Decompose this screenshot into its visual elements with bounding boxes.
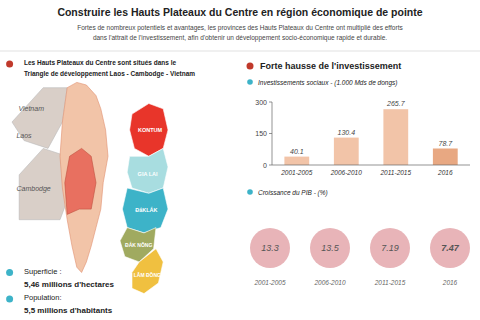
map-laos [12,88,67,149]
province-label: KONTUM [138,127,163,133]
y-tick-label: 300 [255,99,267,106]
bar [383,109,408,165]
bar [334,138,359,165]
province-label: LÂM ĐỒNG [134,272,161,278]
bullet [6,295,13,302]
circle [370,228,410,268]
stat-value: 5,46 millions d'hectares [24,280,114,289]
y-axis [272,102,273,165]
circle [250,228,290,268]
data-label: 13.3 [261,243,279,253]
bullet [247,79,253,85]
province-label: ĐắKLẮK [135,206,157,213]
bullet [6,269,13,276]
map-province [130,104,168,157]
y-tick [269,165,272,166]
data-label: 7.47 [441,243,460,253]
data-label: 7.19 [381,243,399,253]
bullet [6,60,13,67]
bullet [247,63,254,70]
country-label: Vietnam [18,105,44,112]
category-label: 2006-2010 [313,279,345,286]
province-label: ĐẮK NÔNG [125,241,152,248]
circle [430,228,470,268]
map-highlands [65,148,96,214]
page: Construire les Hauts Plateaux du Centre … [0,0,480,320]
section-heading: Forte hausse de l'investissement [260,61,401,71]
x-tick-label: 2011-2015 [379,169,411,176]
stat-label: Population: [24,293,62,302]
country-label: Cambodge [16,185,50,193]
y-tick-label: 150 [255,130,267,137]
bullet [247,189,253,195]
bar [433,149,458,166]
subtitle: Fortes de nombreux potentiels et avantag… [77,24,403,32]
data-label: 130.4 [338,129,356,136]
data-label: 265.7 [386,100,406,107]
subtitle: dans l'attrait de l'investissement, afin… [93,34,387,42]
stat-value: 5,5 millions d'habitants [24,306,113,315]
y-tick [269,102,272,103]
x-axis [272,165,470,166]
title: Construire les Hauts Plateaux du Centre … [57,6,422,18]
circle [310,228,350,268]
x-tick-label: 2001-2005 [280,169,312,176]
bars [284,109,457,165]
map-heading: Triangle de développement Laos - Cambodg… [24,70,195,78]
y-tick [269,133,272,134]
bar [284,157,309,165]
data-label: 13.5 [321,243,340,253]
map-province [127,148,168,193]
chart-title: Croissance du PIB - (%) [258,189,328,197]
data-label: 40.1 [290,148,304,155]
map-vietnam [60,82,108,272]
map-province [122,188,168,233]
separator [0,51,480,52]
category-label: 2001-2005 [253,279,285,286]
map-heading: Les Hauts Plateaux du Centre sont situés… [24,59,176,66]
x-tick-label: 2016 [437,169,453,176]
chart-title: Investissements sociaux - (1.000 Mds de … [258,79,397,87]
x-tick-label: 2006-2010 [330,169,362,176]
country-label: Laos [16,132,32,139]
data-label: 78.7 [438,140,453,147]
y-tick-label: 0 [263,162,267,169]
map-province [132,249,163,294]
category-label: 2011-2015 [374,279,406,286]
province-label: GIA LAI [138,171,158,177]
category-label: 2016 [442,279,458,286]
stat-label: Superficie : [24,267,62,276]
